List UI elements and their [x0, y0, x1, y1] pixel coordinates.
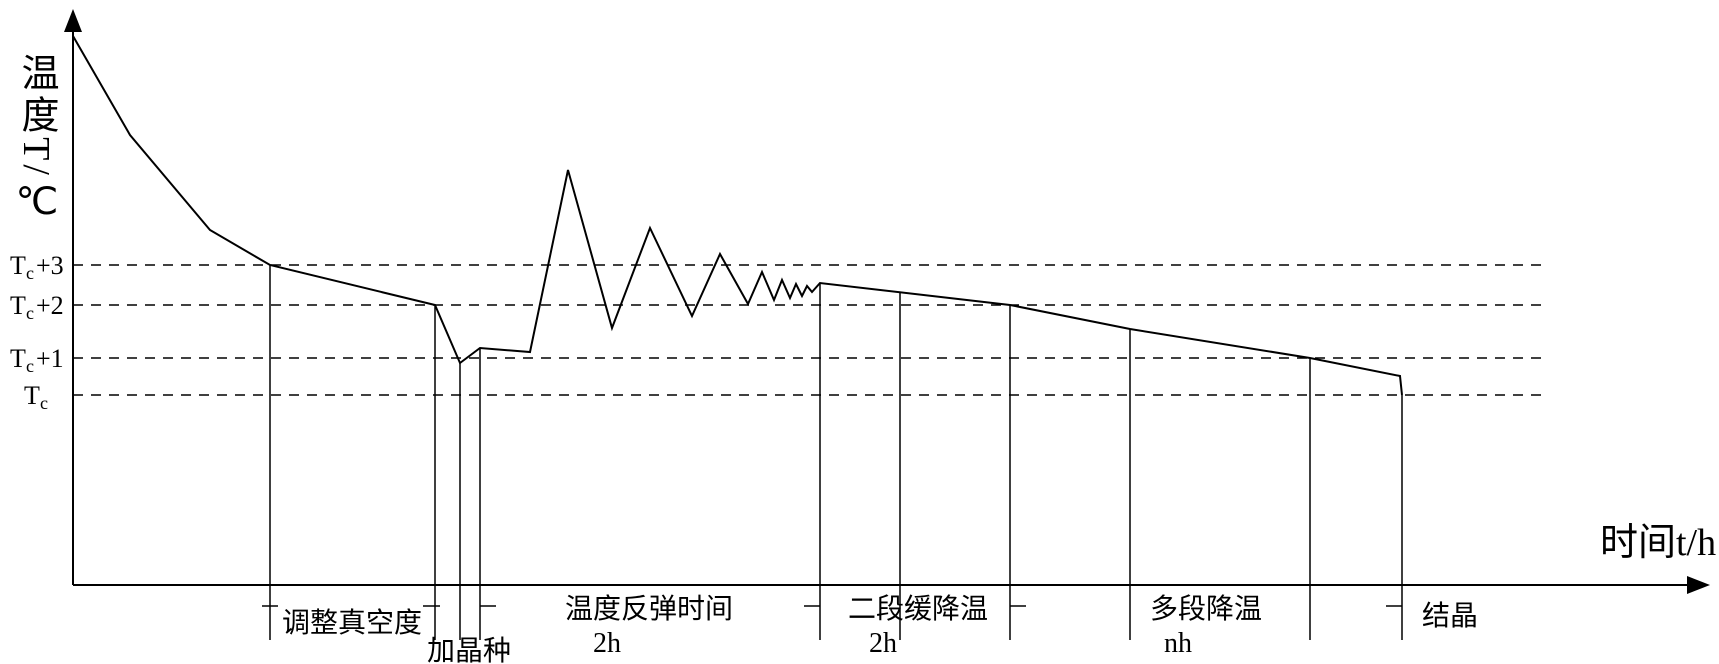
svg-text:c: c: [26, 356, 34, 376]
svg-text:多段降温: 多段降温: [1150, 593, 1262, 625]
svg-text:+2: +2: [36, 291, 64, 320]
svg-text:T: T: [10, 344, 26, 373]
svg-text:+3: +3: [36, 251, 64, 280]
segment-label-cryst: 结晶: [1422, 600, 1478, 632]
svg-text:c: c: [40, 393, 48, 413]
segment-label-rebound: 温度反弹时间2h: [565, 593, 733, 659]
temperature-time-diagram: 温度T/℃时间t/hTc+3Tc+2Tc+1Tc调整真空度加晶种温度反弹时间2h…: [0, 0, 1719, 664]
y-axis-arrow: [64, 9, 82, 32]
svg-text:温度反弹时间: 温度反弹时间: [565, 593, 733, 625]
temperature-curve: [73, 36, 1402, 395]
segment-label-multi: 多段降温nh: [1150, 593, 1262, 659]
svg-text:2h: 2h: [593, 628, 621, 659]
svg-text:2h: 2h: [869, 628, 897, 659]
svg-text:加晶种: 加晶种: [427, 635, 511, 664]
tick-label-Tc: Tc: [24, 381, 48, 413]
svg-text:+1: +1: [36, 344, 64, 373]
svg-text:T: T: [10, 291, 26, 320]
svg-text:调整真空度: 调整真空度: [282, 607, 422, 639]
svg-text:nh: nh: [1164, 628, 1192, 659]
y-axis-label: 温度T/℃: [15, 53, 58, 227]
x-axis-arrow: [1687, 576, 1710, 594]
x-axis-label: 时间t/h: [1600, 522, 1716, 564]
svg-text:T: T: [24, 381, 40, 410]
segment-label-slow2: 二段缓降温2h: [848, 593, 988, 659]
svg-text:c: c: [26, 263, 34, 283]
svg-text:结晶: 结晶: [1422, 600, 1478, 632]
svg-text:c: c: [26, 303, 34, 323]
svg-text:二段缓降温: 二段缓降温: [848, 593, 988, 625]
segment-label-seed: 加晶种: [427, 635, 511, 664]
tick-label-Tc1: Tc+1: [10, 344, 64, 376]
tick-label-Tc3: Tc+3: [10, 251, 64, 283]
segment-label-vacuum: 调整真空度: [282, 607, 422, 639]
svg-text:T: T: [10, 251, 26, 280]
tick-label-Tc2: Tc+2: [10, 291, 64, 323]
